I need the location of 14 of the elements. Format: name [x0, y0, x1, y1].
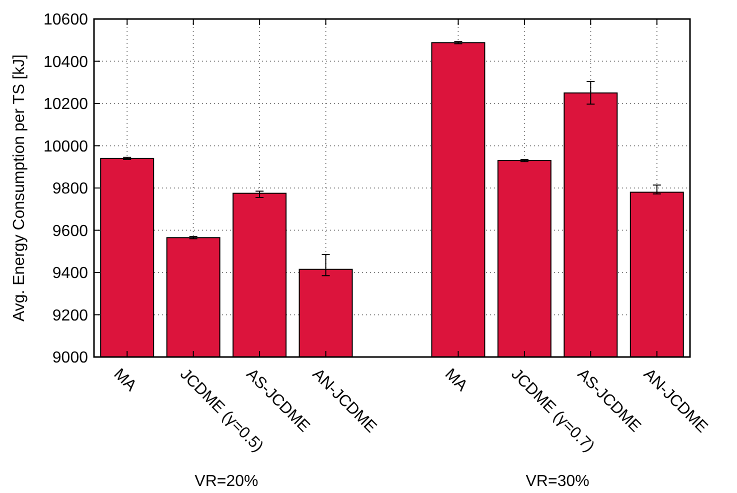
y-tick-label: 9400	[52, 265, 88, 282]
y-tick-label: 10200	[44, 96, 88, 114]
y-tick-label: 10600	[44, 12, 88, 29]
x-tick-label: MA	[110, 366, 140, 395]
text: VR=30%	[526, 473, 590, 490]
y-tick-label: 9200	[52, 307, 88, 324]
x-tick-label: MA	[441, 366, 471, 395]
y-tick-label: 9800	[52, 180, 88, 198]
text: VR=20%	[194, 473, 258, 490]
y-axis-title: Avg. Energy Consumption per TS [kJ]	[11, 54, 28, 322]
y-tick-label: 9000	[52, 350, 88, 367]
y-tick-label: 10000	[44, 138, 88, 156]
y-tick-label: 9600	[52, 222, 88, 240]
y-tick-label: 10400	[44, 54, 88, 71]
